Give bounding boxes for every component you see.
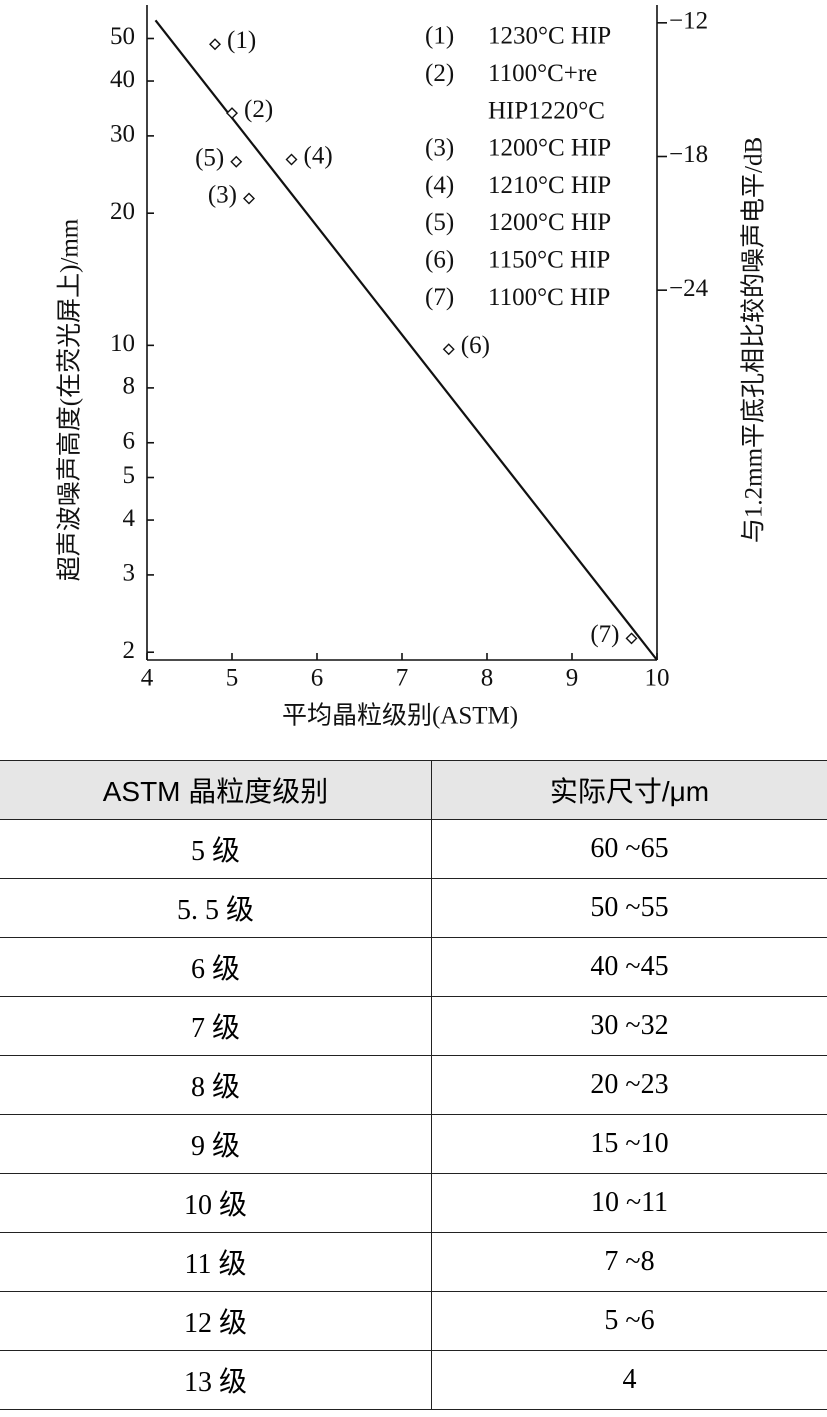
x-tick-label: 6	[311, 665, 324, 692]
legend-id: (2)	[425, 60, 454, 87]
point	[625, 632, 638, 645]
y-tick-label: 4	[123, 505, 136, 532]
y-tick-label: 20	[110, 198, 135, 225]
table-cell: 7 级	[0, 996, 432, 1056]
y-tick-label: 50	[110, 23, 135, 50]
header-cell: 实际尺寸/μm	[431, 760, 827, 820]
legend-text: 1210°C HIP	[488, 172, 611, 199]
y-tick-label: 8	[123, 373, 136, 400]
legend-text: 1100°C+re	[488, 60, 597, 87]
table-cell: 5 ~6	[431, 1291, 827, 1351]
legend-id: (4)	[425, 172, 454, 199]
point-label: (6)	[461, 332, 490, 359]
table-cell: 40 ~45	[431, 937, 827, 997]
y2-axis-label: 与1.2mm平底孔相比较的噪声电平/dB	[740, 137, 768, 543]
y2-tick-label: −24	[669, 275, 709, 302]
point-label: (4)	[304, 142, 333, 169]
y-tick-label: 2	[123, 637, 136, 664]
table-row: 6 级 40 ~45	[0, 937, 827, 997]
table-cell: 6 级	[0, 937, 432, 997]
table-cell: 13 级	[0, 1350, 432, 1410]
table-cell: 7 ~8	[431, 1232, 827, 1292]
y-axis-label: 超声波噪声高度(在荧光屏上)/mm	[56, 218, 84, 581]
point	[243, 192, 255, 205]
table-cell: 4	[431, 1350, 827, 1410]
legend-id: (6)	[425, 247, 454, 274]
legend-text: 1200°C HIP	[488, 135, 611, 162]
legend-text: 1100°C HIP	[488, 284, 610, 311]
x-tick-label: 9	[566, 665, 579, 692]
table-row: 7 级 30 ~32	[0, 996, 827, 1056]
table-row: 9 级 15 ~10	[0, 1114, 827, 1174]
legend-id: (1)	[425, 23, 454, 50]
x-tick-label: 7	[396, 665, 409, 692]
table-cell: 30 ~32	[431, 996, 827, 1056]
legend-text: 1150°C HIP	[488, 247, 610, 274]
table-cell: 20 ~23	[431, 1055, 827, 1115]
x-tick-label: 5	[226, 665, 239, 692]
y-tick-label: 5	[123, 462, 136, 489]
y2-tick-label: −18	[669, 141, 708, 168]
x-tick-label: 4	[141, 665, 154, 692]
table-cell: 60 ~65	[431, 819, 827, 879]
y-tick-label: 40	[110, 66, 135, 93]
legend-text: 1230°C HIP	[488, 23, 611, 50]
point-label: (1)	[227, 27, 256, 54]
legend-id: (5)	[425, 209, 454, 236]
point	[442, 343, 455, 356]
legend-id: (7)	[425, 284, 454, 311]
point-label: (3)	[208, 181, 237, 208]
header-cell: ASTM 晶粒度级别	[0, 760, 432, 820]
table-cell: 8 级	[0, 1055, 432, 1115]
table-cell: 15 ~10	[431, 1114, 827, 1174]
point-label: (5)	[195, 144, 224, 171]
table-cell: 5. 5 级	[0, 878, 432, 938]
point	[285, 153, 298, 166]
x-tick-label: 8	[481, 665, 494, 692]
table-cell: 9 级	[0, 1114, 432, 1174]
table-row: 5 级 60 ~65	[0, 819, 827, 879]
y-tick-label: 30	[110, 121, 135, 148]
y-tick-label: 3	[123, 560, 136, 587]
y2-tick-label: −12	[669, 8, 708, 35]
x-tick-label: 10	[645, 665, 670, 692]
table-cell: 50 ~55	[431, 878, 827, 938]
table-row: 10 级 10 ~11	[0, 1173, 827, 1233]
x-axis-label: 平均晶粒级别(ASTM)	[282, 702, 518, 730]
point	[230, 155, 243, 168]
table-cell: 11 级	[0, 1232, 432, 1292]
table-row: 5. 5 级 50 ~55	[0, 878, 827, 938]
table-cell: 12 级	[0, 1291, 432, 1351]
point-label: (2)	[244, 96, 273, 123]
legend-id: (3)	[425, 135, 454, 162]
fit-line	[154, 19, 658, 661]
table-row: 8 级 20 ~23	[0, 1055, 827, 1115]
legend-text: HIP1220°C	[488, 97, 605, 124]
grain-table: ASTM 晶粒度级别 实际尺寸/μm 5 级 60 ~65 5. 5 级 50 ~55 6 …	[0, 760, 827, 1410]
chart: 平均晶粒级别(ASTM) 超声波噪声高度(在荧光屏上)/mm 与1.2mm平底孔…	[56, 5, 768, 730]
point	[209, 38, 221, 51]
table-cell: 10 级	[0, 1173, 432, 1233]
y-tick-label: 6	[123, 427, 136, 454]
table-cell: 5 级	[0, 819, 432, 879]
point	[226, 107, 238, 120]
point-label: (7)	[590, 621, 619, 648]
table-cell: 10 ~11	[431, 1173, 827, 1233]
header-row: ASTM 晶粒度级别 实际尺寸/μm	[0, 760, 827, 820]
y-tick-label: 10	[110, 330, 135, 357]
legend-text: 1200°C HIP	[488, 209, 611, 236]
